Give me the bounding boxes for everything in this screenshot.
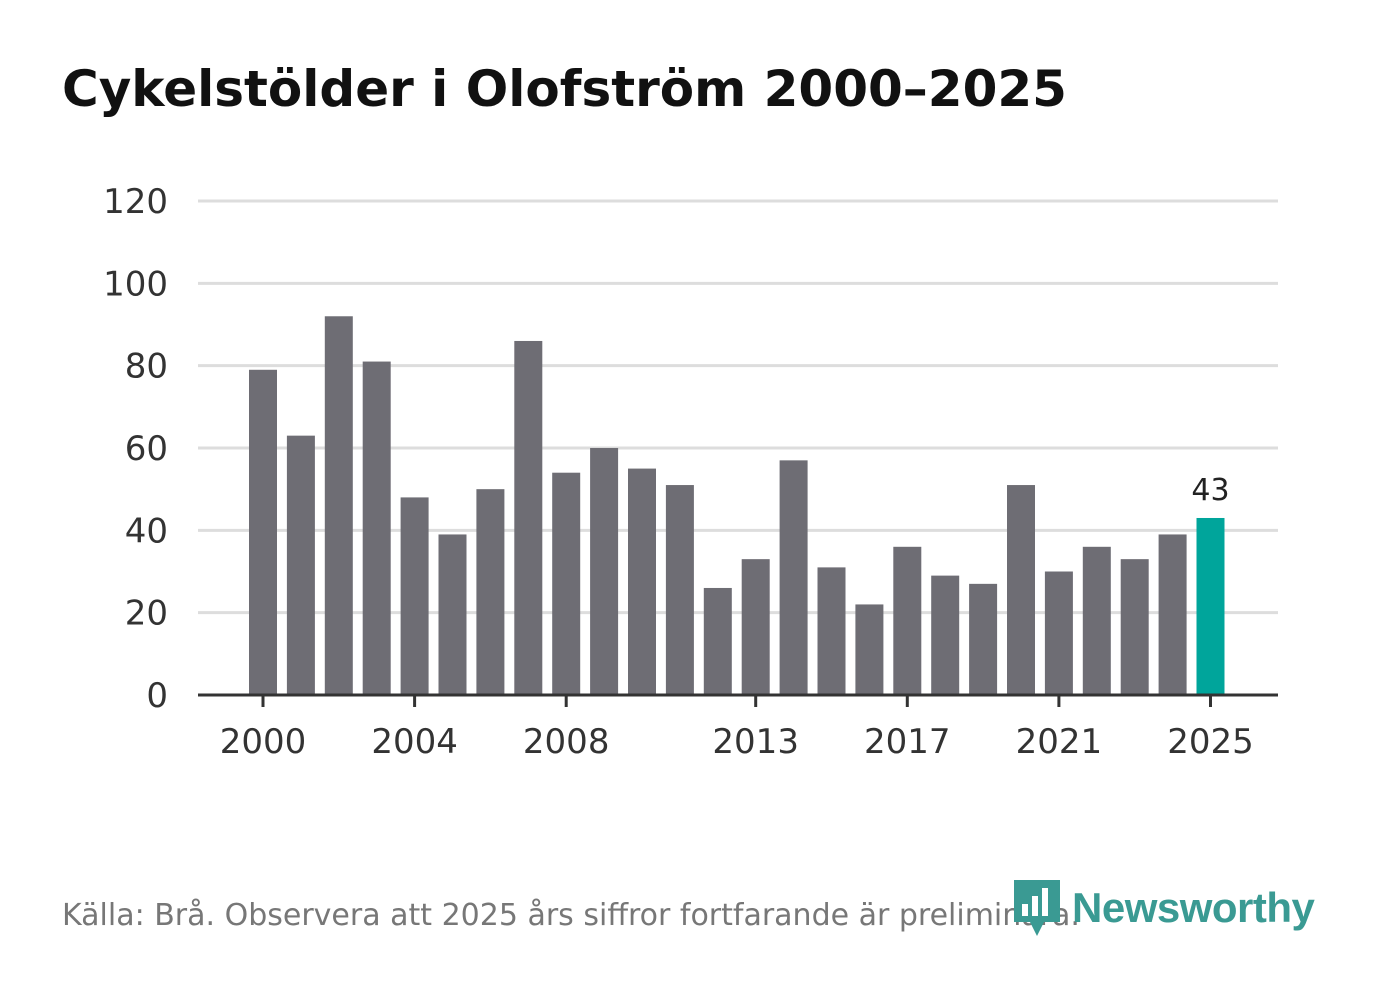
x-tick-label-2025: 2025	[1167, 722, 1254, 762]
y-tick-label-100: 100	[103, 264, 168, 304]
bar-2019[interactable]	[969, 583, 998, 695]
x-axis-ticks: 2000 2004 2008 2013 2017 2021 2025	[220, 695, 1254, 762]
y-tick-label-20: 20	[125, 594, 168, 634]
bar-2001[interactable]	[286, 435, 315, 695]
bar-2004[interactable]	[400, 497, 429, 695]
bar-2006[interactable]	[476, 489, 505, 695]
bars	[249, 316, 1225, 695]
bar-2007[interactable]	[514, 340, 543, 695]
bar-2018[interactable]	[931, 575, 960, 695]
bar-2017[interactable]	[893, 546, 922, 695]
source-note: Källa: Brå. Observera att 2025 års siffr…	[62, 898, 1080, 933]
bar-2011[interactable]	[665, 485, 694, 695]
bar-2010[interactable]	[628, 468, 656, 695]
y-tick-label-0: 0	[146, 676, 168, 716]
x-tick-label-2021: 2021	[1016, 722, 1103, 762]
bar-2024[interactable]	[1158, 534, 1187, 695]
bar-2013[interactable]	[741, 559, 770, 695]
bar-chart: 0 20 40 60 80 100 120 2000 2004 2008 2013 2017 2021…	[103, 182, 1278, 762]
bar-2002[interactable]	[324, 316, 353, 695]
bar-2008[interactable]	[552, 472, 581, 695]
y-tick-label-60: 60	[125, 429, 168, 469]
bar-2023[interactable]	[1120, 559, 1149, 695]
bar-2016[interactable]	[855, 604, 884, 695]
y-axis-ticks: 0 20 40 60 80 100 120	[103, 182, 168, 716]
x-tick-label-2008: 2008	[523, 722, 610, 762]
y-tick-label-40: 40	[125, 511, 168, 551]
grid-lines	[198, 199, 1278, 615]
x-tick-label-2013: 2013	[712, 722, 799, 762]
newsworthy-logo[interactable]: Newsworthy	[1012, 878, 1315, 938]
bar-2003[interactable]	[362, 361, 391, 695]
bar-2009[interactable]	[590, 448, 619, 695]
x-tick-label-2004: 2004	[371, 722, 458, 762]
data-labels: 43	[1191, 473, 1229, 508]
bar-2025[interactable]	[1196, 517, 1225, 695]
bar-2021[interactable]	[1044, 571, 1073, 696]
x-tick-label-2017: 2017	[864, 722, 951, 762]
bar-2000[interactable]	[249, 369, 277, 695]
brand-name: Newsworthy	[1072, 884, 1315, 931]
chart-title: Cykelstölder i Olofström 2000–2025	[62, 60, 1067, 118]
y-tick-label-80: 80	[125, 347, 168, 387]
bar-2022[interactable]	[1082, 546, 1111, 695]
bar-chart-pin-icon	[1014, 880, 1060, 936]
bar-2020[interactable]	[1007, 485, 1035, 695]
bar-2014[interactable]	[779, 460, 808, 695]
y-tick-label-120: 120	[103, 182, 168, 222]
data-label-2025: 43	[1191, 473, 1229, 508]
bar-2012[interactable]	[703, 587, 732, 695]
bar-2015[interactable]	[817, 567, 846, 695]
x-tick-label-2000: 2000	[220, 722, 307, 762]
bar-2005[interactable]	[438, 534, 467, 695]
